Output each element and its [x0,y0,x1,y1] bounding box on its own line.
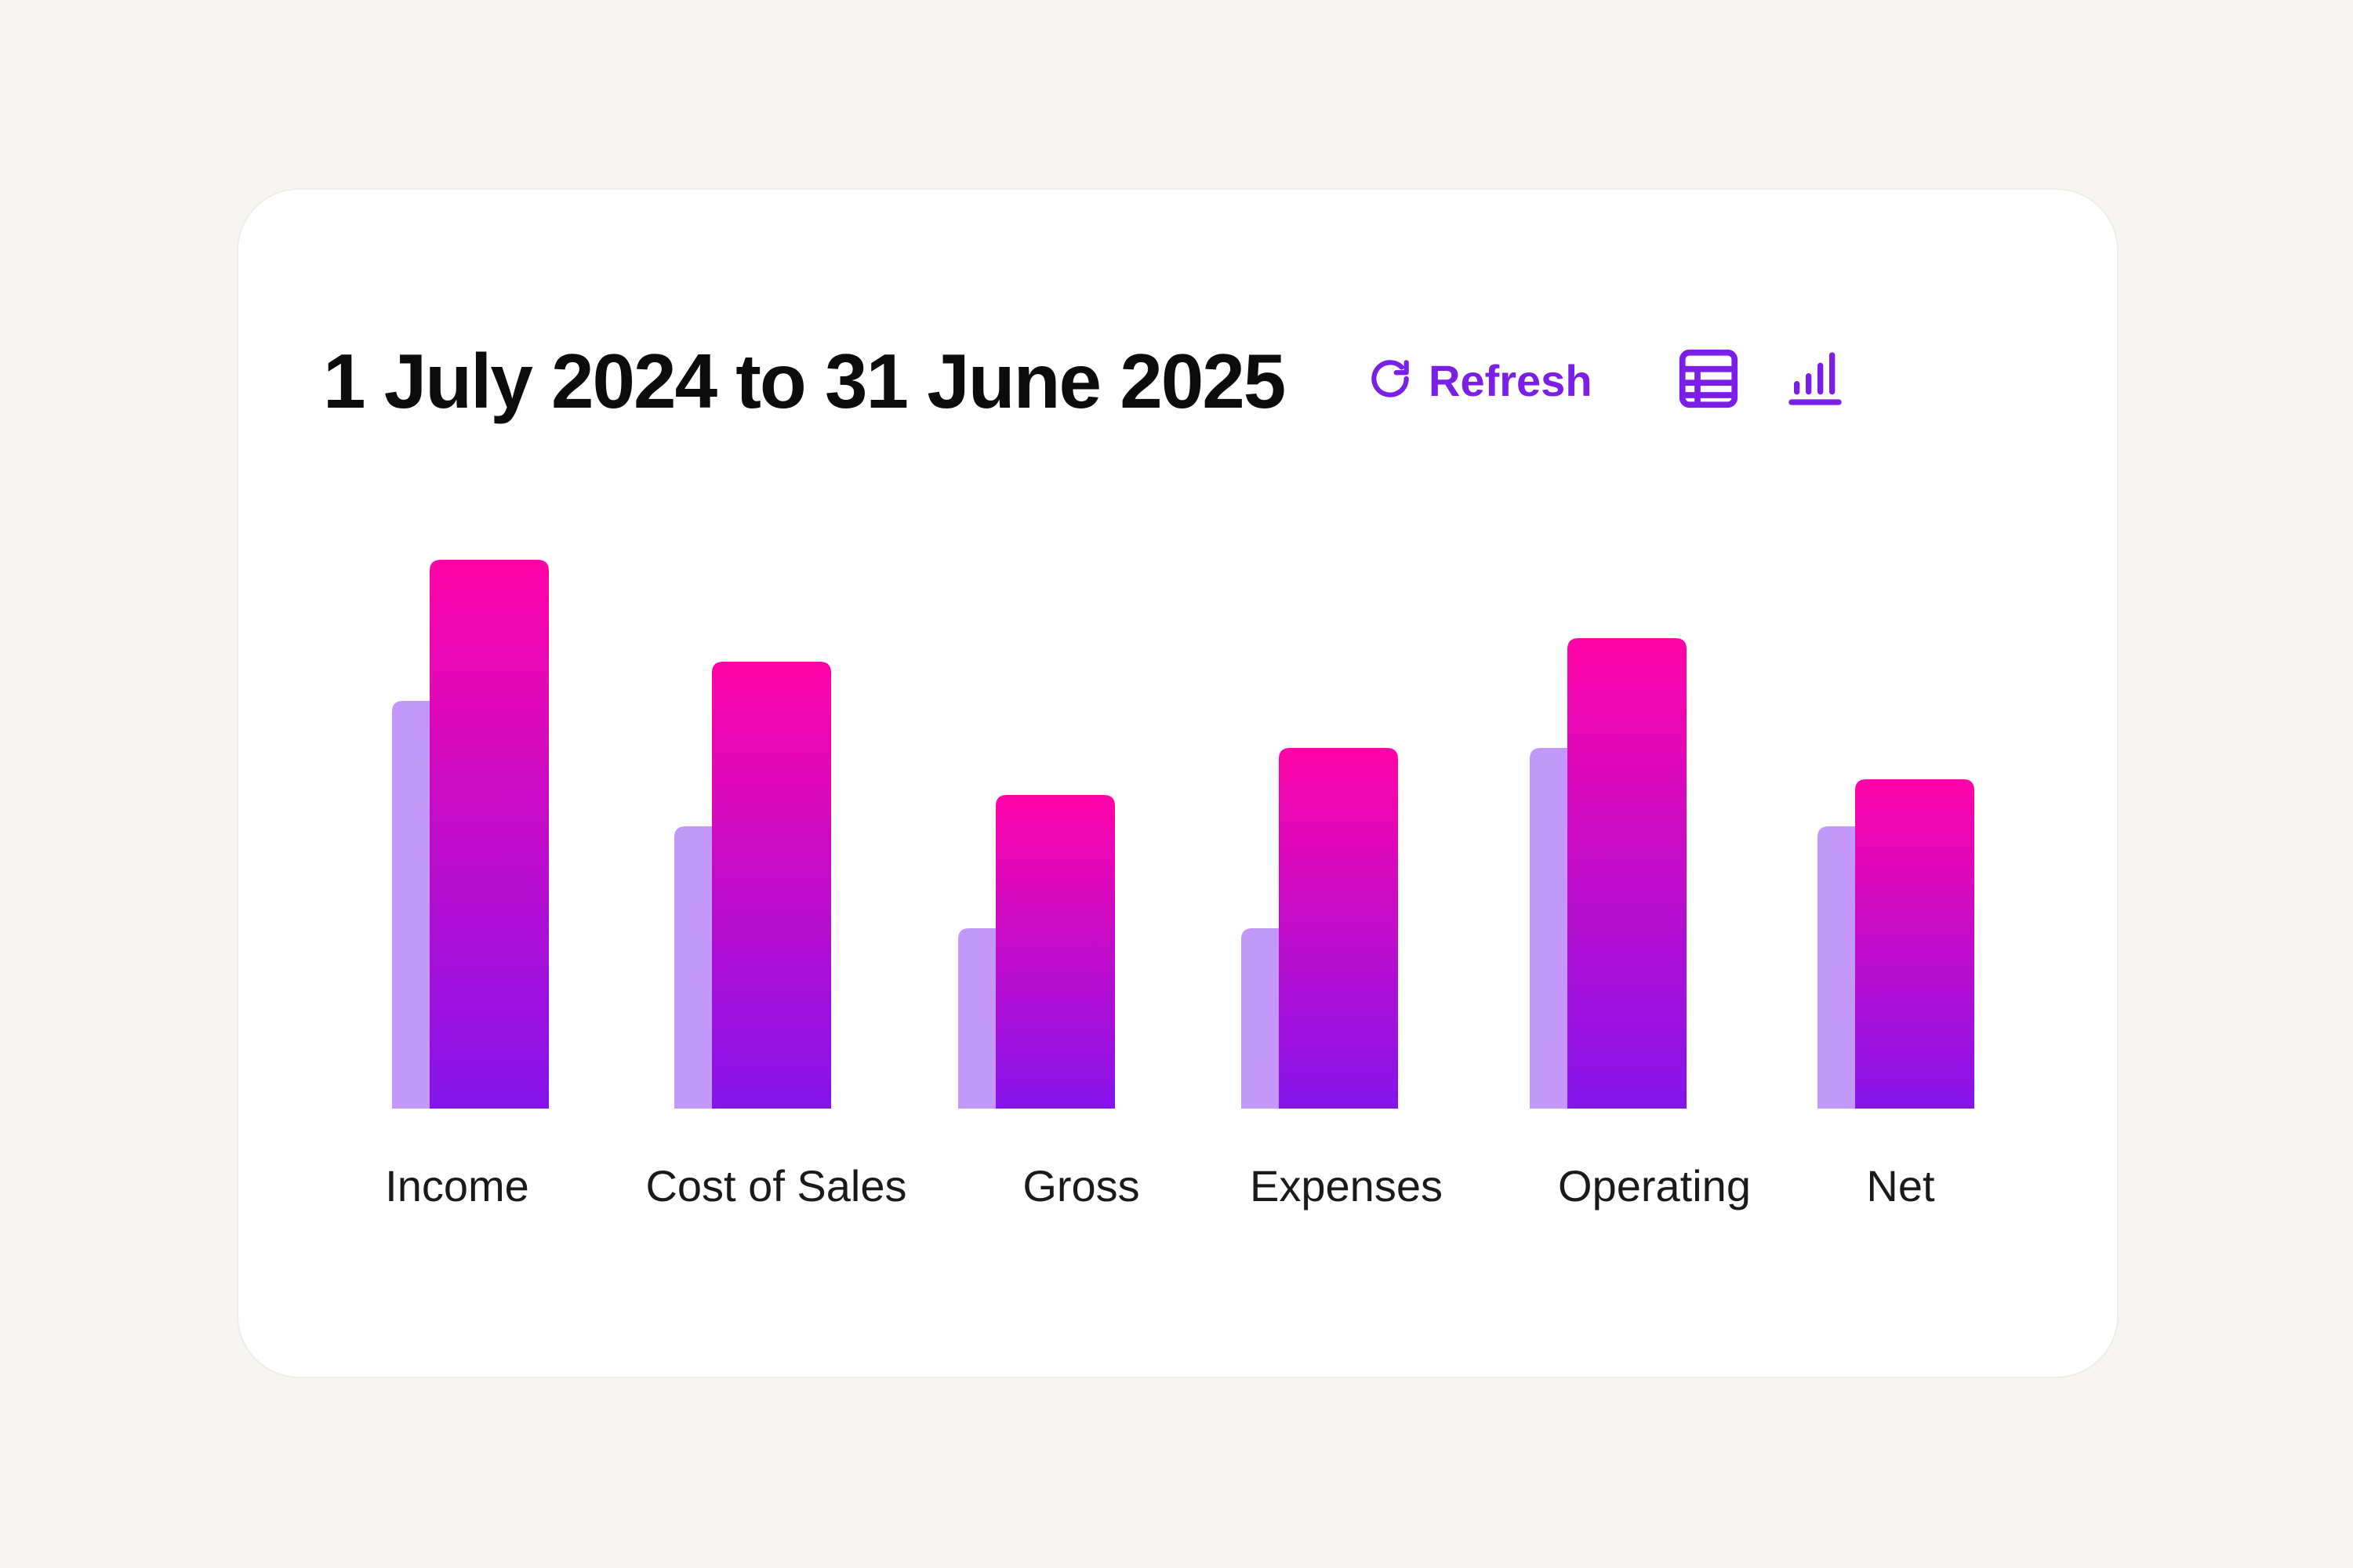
table-icon [1676,346,1741,416]
bar-current [1567,638,1687,1109]
refresh-label: Refresh [1429,355,1592,405]
refresh-button[interactable]: Refresh [1366,345,1592,416]
refresh-icon [1366,354,1414,407]
table-view-button[interactable] [1673,345,1744,416]
category-label: Gross [1022,1161,1139,1210]
category-label: Operating [1558,1161,1751,1210]
bar-chart: Income Cost of Sales Gross Expenses Operatin… [385,560,1974,1210]
bar-current [1279,748,1398,1109]
date-range-title: 1 July 2024 to 31 June 2025 [323,338,1286,424]
category-label: Cost of Sales [645,1161,906,1210]
category-label: Net [1866,1161,1935,1210]
bar-current [1855,779,1974,1109]
bar-chart-icon [1784,347,1846,414]
category-label: Expenses [1250,1161,1443,1210]
bar-current [996,795,1115,1109]
bar-current [712,662,831,1109]
bar-current [430,560,549,1109]
category-label: Income [385,1161,529,1210]
chart-card: 1 July 2024 to 31 June 2025 Refresh [237,188,2119,1378]
chart-view-button[interactable] [1780,345,1850,416]
